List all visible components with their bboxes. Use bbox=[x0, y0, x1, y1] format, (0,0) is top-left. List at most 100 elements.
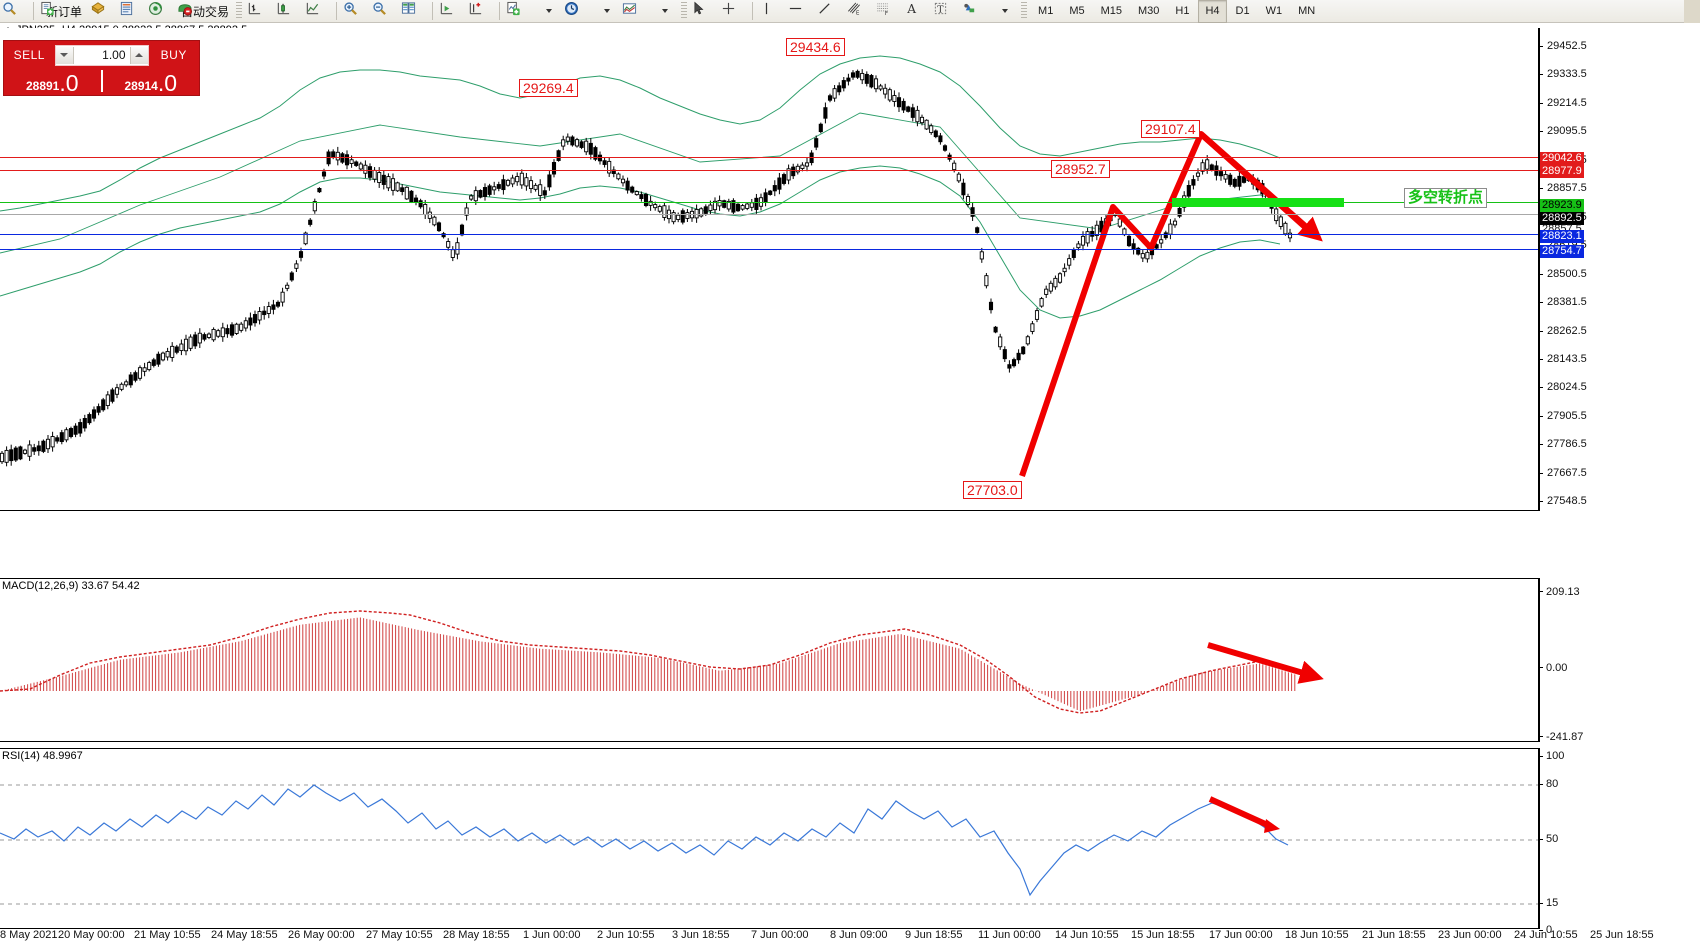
timeframe-h1[interactable]: H1 bbox=[1175, 5, 1190, 17]
navigator-icon[interactable] bbox=[147, 0, 174, 22]
timeframe-d1[interactable]: D1 bbox=[1235, 5, 1250, 17]
candle-body bbox=[68, 428, 74, 437]
volume-increase-button[interactable] bbox=[129, 46, 148, 64]
macd-tick-label: 0.00 bbox=[1546, 662, 1568, 674]
macd-arrow-annotation[interactable] bbox=[0, 579, 1539, 742]
vertical-line-icon[interactable] bbox=[758, 0, 785, 22]
candle-body bbox=[156, 353, 161, 365]
candle-body bbox=[860, 72, 865, 81]
level-line-28923[interactable] bbox=[0, 202, 1538, 203]
timeframe-m30[interactable]: M30 bbox=[1138, 5, 1160, 17]
timeframe-mn[interactable]: MN bbox=[1298, 5, 1316, 17]
timeframe-m15[interactable]: M15 bbox=[1100, 5, 1122, 17]
price-chart-pane[interactable]: 29434.6 29269.4 29107.4 28952.7 27703.0 … bbox=[0, 28, 1539, 511]
line-chart-icon[interactable] bbox=[304, 0, 331, 22]
turning-point-annotation[interactable]: 多空转折点 bbox=[1404, 188, 1488, 208]
toolbar-grip[interactable] bbox=[681, 2, 688, 20]
timeframe-m1[interactable]: M1 bbox=[1038, 5, 1054, 17]
price-scale[interactable]: 29452.529333.529214.529095.528976.528857… bbox=[1539, 28, 1700, 511]
chart-shift-icon[interactable] bbox=[438, 0, 465, 22]
price-tick-label: 28262.5 bbox=[1547, 324, 1587, 337]
new-order-button[interactable]: 新订单 bbox=[39, 0, 87, 22]
templates-dropdown-icon[interactable] bbox=[650, 0, 677, 22]
magnifier-icon[interactable] bbox=[1, 0, 28, 22]
candle-body bbox=[91, 409, 97, 419]
time-axis: 8 May 2021 20 May 00:00 21 May 10:55 24 May… bbox=[0, 929, 1700, 943]
price-tag-28977-9[interactable]: 28977.9 bbox=[1540, 165, 1584, 178]
level-line-28823[interactable] bbox=[0, 234, 1538, 235]
candle-body bbox=[197, 332, 202, 344]
candle-body bbox=[1195, 172, 1201, 177]
level-line-29042[interactable] bbox=[0, 157, 1538, 158]
indicators-icon[interactable] bbox=[505, 0, 532, 22]
candle-body bbox=[446, 241, 451, 248]
period-icon[interactable] bbox=[563, 0, 590, 22]
sell-price[interactable]: 28891 .0 bbox=[4, 67, 101, 95]
zoom-in-icon[interactable] bbox=[342, 0, 369, 22]
equidistant-channel-icon[interactable]: E bbox=[845, 0, 872, 22]
fibonacci-icon[interactable]: F bbox=[874, 0, 901, 22]
trendline-icon[interactable] bbox=[816, 0, 843, 22]
candle-body bbox=[1048, 282, 1053, 292]
horizontal-line-icon[interactable] bbox=[787, 0, 814, 22]
window-scrollbar[interactable] bbox=[1684, 0, 1700, 23]
shapes-icon[interactable] bbox=[961, 0, 988, 22]
candle-body bbox=[252, 314, 258, 324]
volume-input[interactable]: 1.00 bbox=[102, 48, 126, 62]
candle-body bbox=[671, 212, 676, 223]
volume-decrease-button[interactable] bbox=[55, 46, 74, 64]
autotrading-button[interactable]: 自动交易 bbox=[176, 0, 232, 22]
candle-body bbox=[680, 210, 685, 223]
crosshair-icon[interactable] bbox=[720, 0, 747, 22]
macd-pane[interactable]: MACD(12,26,9) 33.67 54.42 bbox=[0, 578, 1539, 742]
toolbar-grip[interactable] bbox=[236, 2, 243, 20]
level-line-28754[interactable] bbox=[0, 249, 1538, 250]
trend-arrow-annotations[interactable] bbox=[0, 28, 1539, 511]
price-annotation-27703[interactable]: 27703.0 bbox=[963, 481, 1022, 499]
templates-icon[interactable] bbox=[621, 0, 648, 22]
toolbar-grip[interactable] bbox=[1021, 2, 1028, 20]
rsi-arrow-annotation[interactable] bbox=[0, 749, 1539, 929]
buy-price[interactable]: 28914 .0 bbox=[103, 67, 200, 95]
data-window-icon[interactable] bbox=[118, 0, 145, 22]
sell-button[interactable]: SELL bbox=[13, 48, 45, 62]
candle-body bbox=[225, 328, 230, 335]
price-annotation-29269[interactable]: 29269.4 bbox=[519, 79, 578, 97]
shapes-dropdown-icon[interactable] bbox=[990, 0, 1017, 22]
candle-body bbox=[22, 449, 28, 454]
price-annotation-29107[interactable]: 29107.4 bbox=[1141, 120, 1200, 138]
level-line-28977[interactable] bbox=[0, 170, 1538, 171]
candle-body bbox=[1186, 185, 1191, 197]
text-icon[interactable]: A bbox=[903, 0, 930, 22]
indicators-dropdown-icon[interactable] bbox=[534, 0, 561, 22]
expert-advisor-icon[interactable] bbox=[89, 0, 116, 22]
candle-body bbox=[588, 142, 593, 155]
timeframe-m5[interactable]: M5 bbox=[1069, 5, 1085, 17]
volume-stepper[interactable]: 1.00 bbox=[54, 44, 149, 66]
cursor-icon[interactable] bbox=[691, 0, 718, 22]
text-label-icon[interactable]: T bbox=[932, 0, 959, 22]
period-dropdown-icon[interactable] bbox=[592, 0, 619, 22]
main-toolbar[interactable]: 新订单 自动交易 bbox=[0, 0, 1700, 23]
timeframe-w1[interactable]: W1 bbox=[1265, 5, 1283, 17]
price-annotation-29434[interactable]: 29434.6 bbox=[786, 38, 845, 56]
macd-scale[interactable]: 209.13 0.00 -241.87 bbox=[1539, 578, 1700, 743]
rsi-scale[interactable]: 100 80 50 15 0 bbox=[1539, 748, 1700, 936]
tile-windows-icon[interactable] bbox=[400, 0, 427, 22]
candlestick-chart-icon[interactable] bbox=[275, 0, 302, 22]
price-tag-29042-6[interactable]: 29042.6 bbox=[1540, 152, 1584, 165]
price-annotation-28952[interactable]: 28952.7 bbox=[1051, 160, 1110, 178]
price-tag-28754-7[interactable]: 28754.7 bbox=[1540, 245, 1584, 258]
one-click-trading-panel[interactable]: SELL 1.00 BUY 28891 .0 28914 .0 bbox=[3, 40, 200, 96]
buy-button[interactable]: BUY bbox=[160, 48, 187, 62]
auto-scroll-icon[interactable] bbox=[467, 0, 494, 22]
candle-body bbox=[105, 394, 110, 406]
green-support-zone[interactable] bbox=[1172, 198, 1344, 207]
price-tag-28892-5[interactable]: 28892.5 bbox=[1540, 212, 1584, 225]
price-tag-28823-1[interactable]: 28823.1 bbox=[1540, 230, 1584, 243]
zoom-out-icon[interactable] bbox=[371, 0, 398, 22]
bar-chart-icon[interactable] bbox=[246, 0, 273, 22]
rsi-pane[interactable]: RSI(14) 48.9967 bbox=[0, 748, 1539, 929]
price-tag-28923-9[interactable]: 28923.9 bbox=[1540, 199, 1584, 212]
timeframe-h4[interactable]: H4 bbox=[1198, 0, 1227, 23]
